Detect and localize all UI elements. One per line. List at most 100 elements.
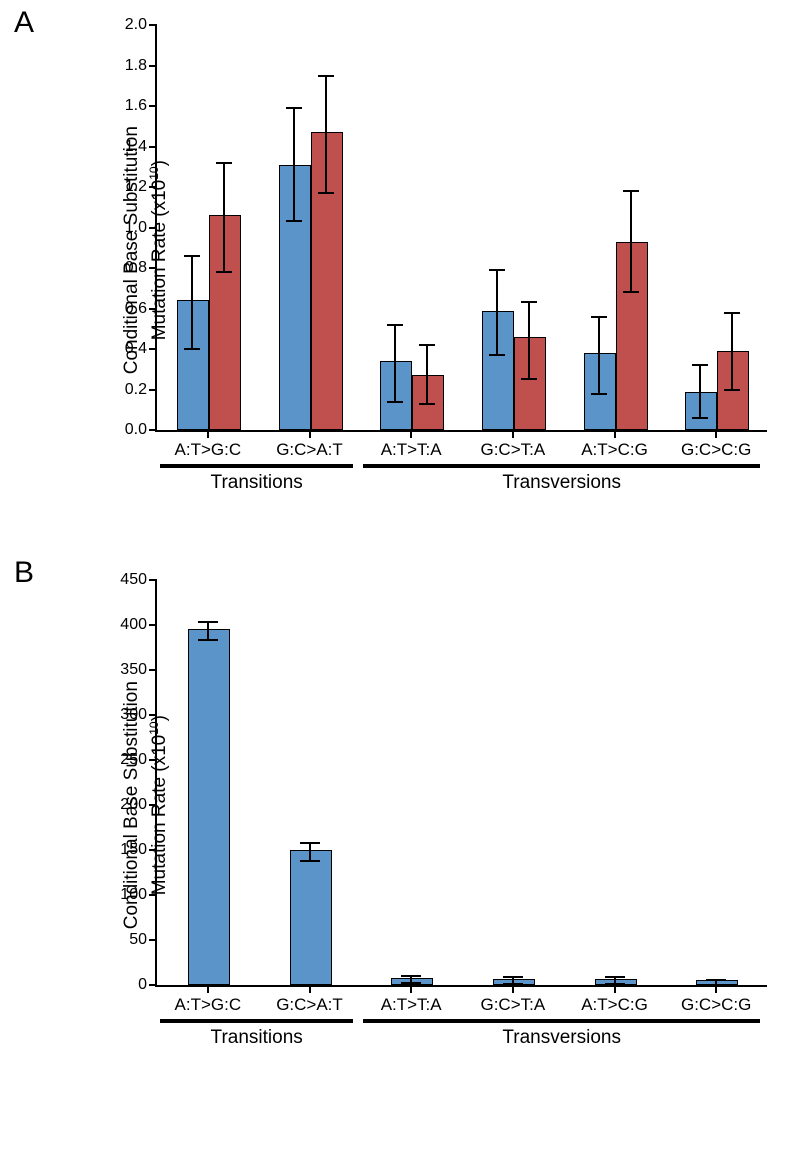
ytick-label: 450 <box>120 571 147 589</box>
error-cap <box>591 316 607 318</box>
chart-B: 050100150200250300350400450A:T>G:CG:C>A:… <box>155 580 767 987</box>
error-bar <box>394 325 396 402</box>
xtick <box>309 985 311 993</box>
error-cap <box>318 192 334 194</box>
xtick <box>614 985 616 993</box>
error-cap <box>216 162 232 164</box>
error-cap <box>216 271 232 273</box>
error-bar <box>528 302 530 379</box>
category-label: G:C>C:G <box>681 995 751 1015</box>
error-cap <box>419 403 435 405</box>
error-bar <box>630 191 632 292</box>
error-bar <box>598 317 600 394</box>
group-label: Transitions <box>211 472 303 494</box>
panel-label-B: B <box>14 556 34 590</box>
panel-label-A: A <box>14 6 34 40</box>
error-cap <box>184 348 200 350</box>
ytick <box>149 939 157 941</box>
bar <box>279 165 311 430</box>
error-cap <box>387 401 403 403</box>
error-bar <box>191 256 193 349</box>
error-cap <box>286 107 302 109</box>
ytick-label: 1.8 <box>125 57 147 75</box>
error-cap <box>591 393 607 395</box>
error-cap <box>706 984 726 986</box>
xtick <box>715 430 717 438</box>
error-bar <box>207 622 209 640</box>
error-bar <box>699 365 701 418</box>
ylabel-B-line1: Conditional Base Substitution <box>121 675 143 935</box>
ytick <box>149 105 157 107</box>
error-bar <box>293 108 295 221</box>
xtick <box>207 430 209 438</box>
error-cap <box>724 389 740 391</box>
error-cap <box>198 639 218 641</box>
ytick-label: 400 <box>120 616 147 634</box>
category-label: G:C>C:G <box>681 440 751 460</box>
group-underline <box>363 464 760 468</box>
bar <box>290 850 332 985</box>
error-cap <box>503 976 523 978</box>
ylabel-A-line2: Mutation Rate (x1010) <box>143 120 171 380</box>
error-cap <box>318 75 334 77</box>
ylabel-B-line2: Mutation Rate (x1010) <box>143 675 171 935</box>
ytick <box>149 669 157 671</box>
error-bar <box>426 345 428 404</box>
error-cap <box>419 344 435 346</box>
group-underline <box>160 464 353 468</box>
bar <box>514 337 546 430</box>
error-cap <box>286 220 302 222</box>
category-label: G:C>A:T <box>276 995 343 1015</box>
group-label: Transversions <box>502 1027 621 1049</box>
error-cap <box>489 354 505 356</box>
xtick <box>512 985 514 993</box>
xtick <box>715 985 717 993</box>
ytick <box>149 579 157 581</box>
category-label: A:T>C:G <box>581 995 648 1015</box>
error-cap <box>300 860 320 862</box>
bar <box>717 351 749 430</box>
bar <box>616 242 648 430</box>
error-cap <box>706 979 726 981</box>
category-label: A:T>G:C <box>175 440 242 460</box>
error-cap <box>503 983 523 985</box>
error-cap <box>724 312 740 314</box>
error-cap <box>184 255 200 257</box>
category-label: A:T>T:A <box>381 440 442 460</box>
ytick-label: 2.0 <box>125 16 147 34</box>
ytick <box>149 389 157 391</box>
error-cap <box>623 190 639 192</box>
error-cap <box>521 378 537 380</box>
error-cap <box>692 364 708 366</box>
chart-A: 0.00.20.40.60.81.01.21.41.61.82.0A:T>G:C… <box>155 25 767 432</box>
ylabel-A-line1: Conditional Base Substitution <box>121 120 143 380</box>
error-cap <box>605 983 625 985</box>
error-cap <box>198 621 218 623</box>
bar <box>584 353 616 430</box>
error-bar <box>309 843 311 861</box>
bar <box>380 361 412 430</box>
group-underline <box>160 1019 353 1023</box>
category-label: A:T>G:C <box>175 995 242 1015</box>
bar <box>482 311 514 430</box>
xtick <box>309 430 311 438</box>
error-bar <box>223 163 225 272</box>
ytick-label: 0.2 <box>125 381 147 399</box>
xtick <box>410 430 412 438</box>
category-label: G:C>T:A <box>480 440 545 460</box>
xtick <box>614 430 616 438</box>
error-cap <box>623 291 639 293</box>
bar <box>685 392 717 430</box>
xtick <box>512 430 514 438</box>
error-cap <box>387 324 403 326</box>
ytick-label: 1.6 <box>125 97 147 115</box>
error-bar <box>325 76 327 193</box>
error-cap <box>300 842 320 844</box>
error-bar <box>496 270 498 355</box>
bar <box>311 132 343 430</box>
ytick <box>149 429 157 431</box>
error-cap <box>401 982 421 984</box>
category-label: G:C>T:A <box>480 995 545 1015</box>
bar <box>188 629 230 985</box>
group-label: Transversions <box>502 472 621 494</box>
